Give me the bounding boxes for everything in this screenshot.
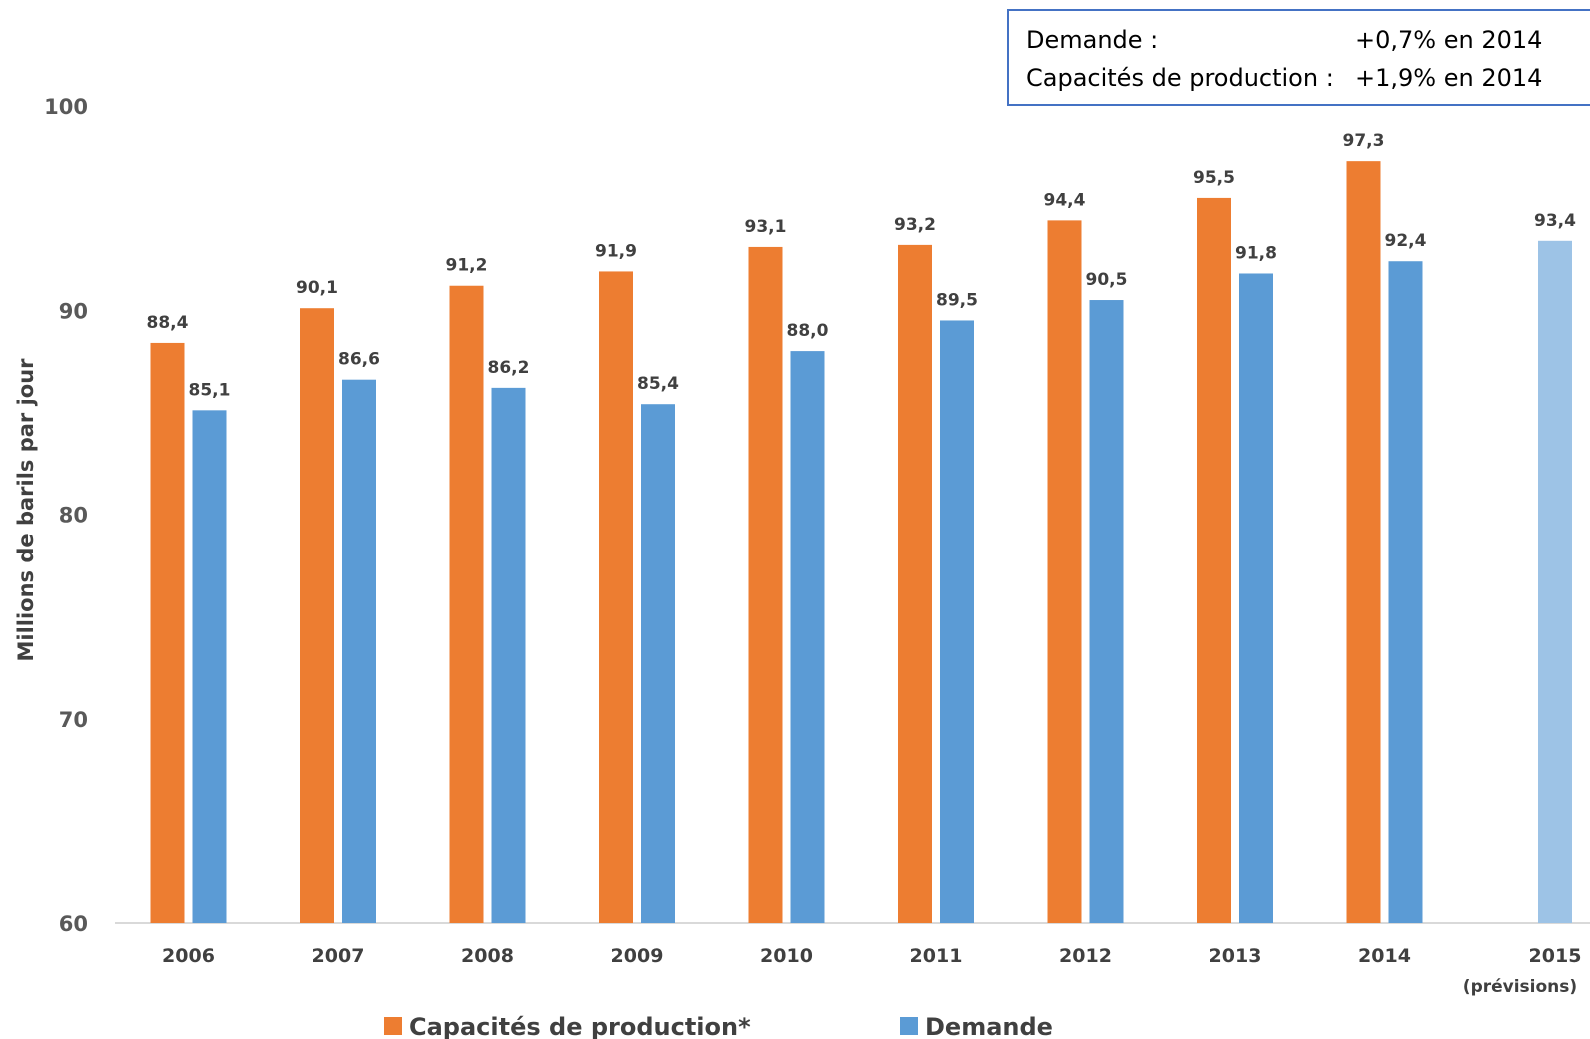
bar-production [150, 342, 185, 923]
legend-label-production: Capacités de production* [409, 1013, 751, 1039]
x-tick-label: 2006 [162, 945, 215, 967]
data-label-production: 94,4 [1044, 190, 1086, 210]
data-label-demand: 93,4 [1534, 211, 1576, 231]
legend: Capacités de production* Demande [384, 1013, 1053, 1039]
bar-demand [641, 404, 675, 924]
y-tick-label: 60 [59, 912, 88, 936]
data-label-production: 91,2 [446, 256, 488, 276]
bar-production [748, 246, 783, 923]
bar-production [1047, 220, 1082, 923]
y-tick-label: 100 [44, 95, 88, 119]
bar-production [898, 244, 932, 923]
data-label-production: 93,1 [745, 217, 787, 237]
y-tick-label: 70 [59, 708, 88, 732]
y-tick-label: 90 [59, 299, 88, 323]
y-axis-ticks: 60 70 80 90 100 [44, 95, 88, 936]
data-label-demand: 85,4 [637, 374, 679, 394]
bar-production [300, 308, 334, 923]
bar-production [449, 285, 484, 923]
x-tick-label: 2010 [760, 945, 813, 967]
data-label-demand: 86,6 [338, 350, 380, 370]
bar-demand [790, 351, 825, 924]
data-label-demand: 86,2 [488, 358, 530, 378]
bars-group: 88,4 85,1 90,1 86,6 91,2 86,2 91,9 85,4 93,1 88,0… [147, 131, 1576, 924]
x-tick-label: 2012 [1059, 945, 1112, 967]
data-label-demand: 90,5 [1086, 270, 1128, 290]
bar-demand [491, 387, 526, 923]
data-label-production: 91,9 [595, 241, 637, 261]
x-tick-label: 2009 [611, 945, 664, 967]
bar-demand [1388, 261, 1423, 924]
legend-swatch-production [384, 1017, 402, 1035]
bar-demand-forecast [1538, 240, 1572, 923]
bar-demand [192, 410, 227, 923]
bar-production [599, 271, 633, 923]
data-label-demand: 91,8 [1235, 243, 1277, 263]
note-production-value: +1,9% en 2014 [1355, 64, 1542, 92]
data-label-production: 95,5 [1193, 168, 1235, 188]
bar-demand [940, 320, 974, 923]
data-label-demand: 85,1 [189, 380, 231, 400]
data-label-production: 97,3 [1343, 131, 1385, 151]
data-label-demand: 92,4 [1385, 231, 1427, 251]
x-tick-label: 2007 [312, 945, 365, 967]
bar-production [1197, 197, 1231, 924]
x-axis-labels: 2006 2007 2008 2009 2010 2011 2012 2013 2014 2015… [162, 945, 1581, 997]
legend-label-demand: Demande [925, 1013, 1053, 1039]
data-label-production: 88,4 [147, 313, 189, 333]
data-label-production: 90,1 [296, 278, 338, 298]
data-label-demand: 89,5 [936, 290, 978, 310]
note-demand-label: Demande : [1026, 26, 1158, 54]
note-demand-value: +0,7% en 2014 [1355, 26, 1542, 54]
bar-demand [1239, 273, 1273, 923]
x-tick-label: 2008 [461, 945, 514, 967]
x-tick-label: 2011 [910, 945, 963, 967]
y-tick-label: 80 [59, 504, 88, 528]
bar-demand [342, 379, 376, 923]
summary-note-border [1007, 9, 1590, 106]
x-tick-label: 2015 [1529, 945, 1582, 967]
data-label-production: 93,2 [894, 215, 936, 235]
legend-swatch-demand [900, 1017, 918, 1035]
x-tick-sublabel: (prévisions) [1463, 977, 1577, 997]
data-label-demand: 88,0 [787, 321, 829, 341]
x-tick-label: 2014 [1358, 945, 1411, 967]
x-tick-label: 2013 [1209, 945, 1262, 967]
bar-demand [1089, 300, 1124, 924]
summary-note-box: Demande : +0,7% en 2014 Capacités de pro… [1007, 9, 1590, 106]
bar-production [1346, 161, 1381, 923]
note-production-label: Capacités de production : [1026, 64, 1334, 92]
y-axis-label: Millions de barils par jour [14, 358, 38, 662]
